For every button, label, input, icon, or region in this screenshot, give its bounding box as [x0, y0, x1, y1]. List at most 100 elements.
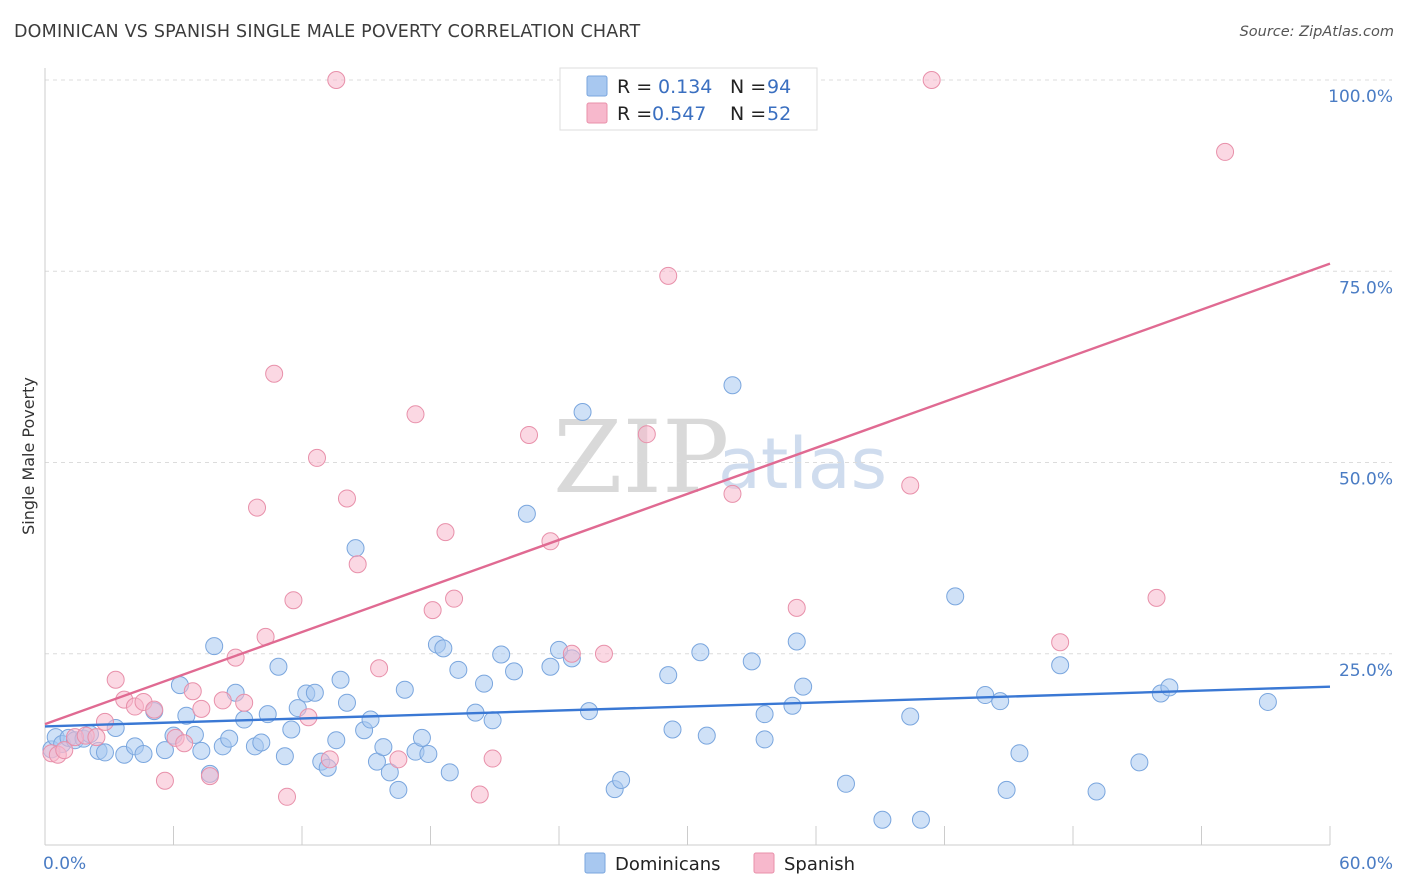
axes: 25.0% 50.0% 75.0% 100.0% 0.0% 60.0%: [43, 68, 1393, 874]
point-dominicans-71: [723, 376, 742, 395]
point-dominicans-72: [755, 705, 774, 724]
point-dominicans-39: [337, 693, 356, 712]
point-dominicans-46: [389, 780, 408, 799]
chart-title: DOMINICAN VS SPANISH SINGLE MALE POVERTY…: [14, 22, 641, 42]
point-dominicans-85: [1051, 656, 1070, 675]
gridlines: [45, 79, 1392, 655]
bottom-legend-label-spanish: Spanish: [784, 854, 855, 875]
point-spanish-52: [1147, 588, 1166, 607]
point-spanish-7: [106, 670, 125, 689]
legend-swatch-dominicans: [586, 75, 608, 97]
y-tick-label-25: 25.0%: [1339, 661, 1393, 681]
point-spanish-33: [389, 750, 408, 769]
legend-n-value-dominicans: 94: [767, 76, 791, 98]
point-spanish-38: [470, 785, 489, 804]
point-dominicans-14: [155, 741, 174, 760]
point-dominicans-84: [997, 780, 1016, 799]
point-dominicans-58: [492, 645, 511, 664]
point-dominicans-49: [412, 728, 431, 747]
legend-n-label-dominicans: N =: [730, 76, 766, 98]
point-dominicans-44: [374, 738, 393, 757]
point-dominicans-60: [517, 504, 536, 523]
legend-r-label-spanish: R =: [617, 103, 652, 125]
point-dominicans-67: [659, 666, 678, 685]
point-dominicans-57: [483, 711, 502, 730]
y-tick-label-100: 100.0%: [1328, 87, 1393, 107]
point-dominicans-78: [873, 810, 892, 829]
point-dominicans-90: [1258, 692, 1277, 711]
point-spanish-24: [278, 787, 297, 806]
point-spanish-20: [235, 693, 254, 712]
point-dominicans-93: [742, 652, 761, 671]
points-layer: [42, 71, 1277, 829]
point-spanish-14: [175, 734, 194, 753]
bottom-legend-swatch-spanish: [753, 852, 775, 874]
point-dominicans-91: [1010, 744, 1029, 763]
point-dominicans-76: [794, 677, 813, 696]
point-dominicans-69: [691, 643, 710, 662]
point-dominicans-34: [305, 683, 324, 702]
point-dominicans-75: [787, 632, 806, 651]
point-dominicans-42: [361, 710, 380, 729]
point-dominicans-80: [911, 810, 930, 829]
point-dominicans-47: [395, 680, 414, 699]
point-spanish-27: [307, 448, 326, 467]
point-spanish-18: [213, 691, 232, 710]
trend-line-dominicans: [44, 685, 1331, 728]
point-dominicans-31: [282, 720, 301, 739]
point-dominicans-70: [697, 726, 716, 745]
point-spanish-28: [320, 750, 339, 769]
point-dominicans-74: [783, 696, 802, 715]
y-tick-label-75: 75.0%: [1339, 278, 1393, 298]
point-spanish-39: [483, 749, 502, 768]
point-dominicans-54: [449, 660, 468, 679]
point-spanish-46: [659, 266, 678, 285]
legend-r-value-dominicans: 0.134: [658, 76, 712, 98]
legend-n-label-spanish: N =: [730, 103, 766, 125]
point-dominicans-29: [269, 657, 288, 676]
point-dominicans-87: [1130, 753, 1149, 772]
point-dominicans-50: [419, 744, 438, 763]
bottom-legend-label-dominicans: Dominicans: [615, 854, 721, 875]
point-dominicans-27: [252, 733, 271, 752]
point-spanish-37: [445, 589, 464, 608]
point-spanish-16: [192, 699, 211, 718]
point-spanish-51: [1051, 633, 1070, 652]
point-dominicans-53: [440, 763, 459, 782]
point-dominicans-52: [434, 639, 453, 658]
point-dominicans-19: [192, 741, 211, 760]
trend-line-spanish: [44, 262, 1331, 726]
point-spanish-42: [562, 644, 581, 663]
point-spanish-30: [337, 489, 356, 508]
point-dominicans-63: [573, 403, 592, 422]
point-spanish-25: [284, 591, 303, 610]
point-dominicans-83: [991, 692, 1010, 711]
point-spanish-21: [248, 498, 267, 517]
point-spanish-32: [370, 659, 389, 678]
point-dominicans-17: [177, 706, 196, 725]
point-spanish-45: [637, 425, 656, 444]
point-spanish-11: [145, 700, 164, 719]
point-dominicans-64: [579, 702, 598, 721]
point-spanish-48: [787, 598, 806, 617]
point-spanish-15: [183, 682, 202, 701]
point-dominicans-40: [346, 539, 365, 558]
point-dominicans-38: [331, 670, 350, 689]
bottom-legend-swatch-dominicans: [584, 852, 606, 874]
point-spanish-50: [922, 71, 941, 89]
point-dominicans-79: [901, 707, 920, 726]
point-spanish-40: [520, 425, 539, 444]
watermark: ZIP atlas: [553, 399, 887, 516]
source-label: Source: ZipAtlas.com: [1239, 24, 1394, 40]
point-spanish-49: [901, 476, 920, 495]
point-dominicans-21: [205, 637, 224, 656]
point-spanish-2: [55, 741, 74, 760]
point-spanish-12: [155, 771, 174, 790]
x-tick-label-max: 60.0%: [1339, 854, 1393, 874]
point-dominicans-86: [1087, 782, 1106, 801]
point-dominicans-23: [220, 729, 239, 748]
watermark-atlas: atlas: [718, 423, 887, 505]
point-dominicans-61: [541, 657, 560, 676]
trend-layer: [44, 262, 1331, 728]
